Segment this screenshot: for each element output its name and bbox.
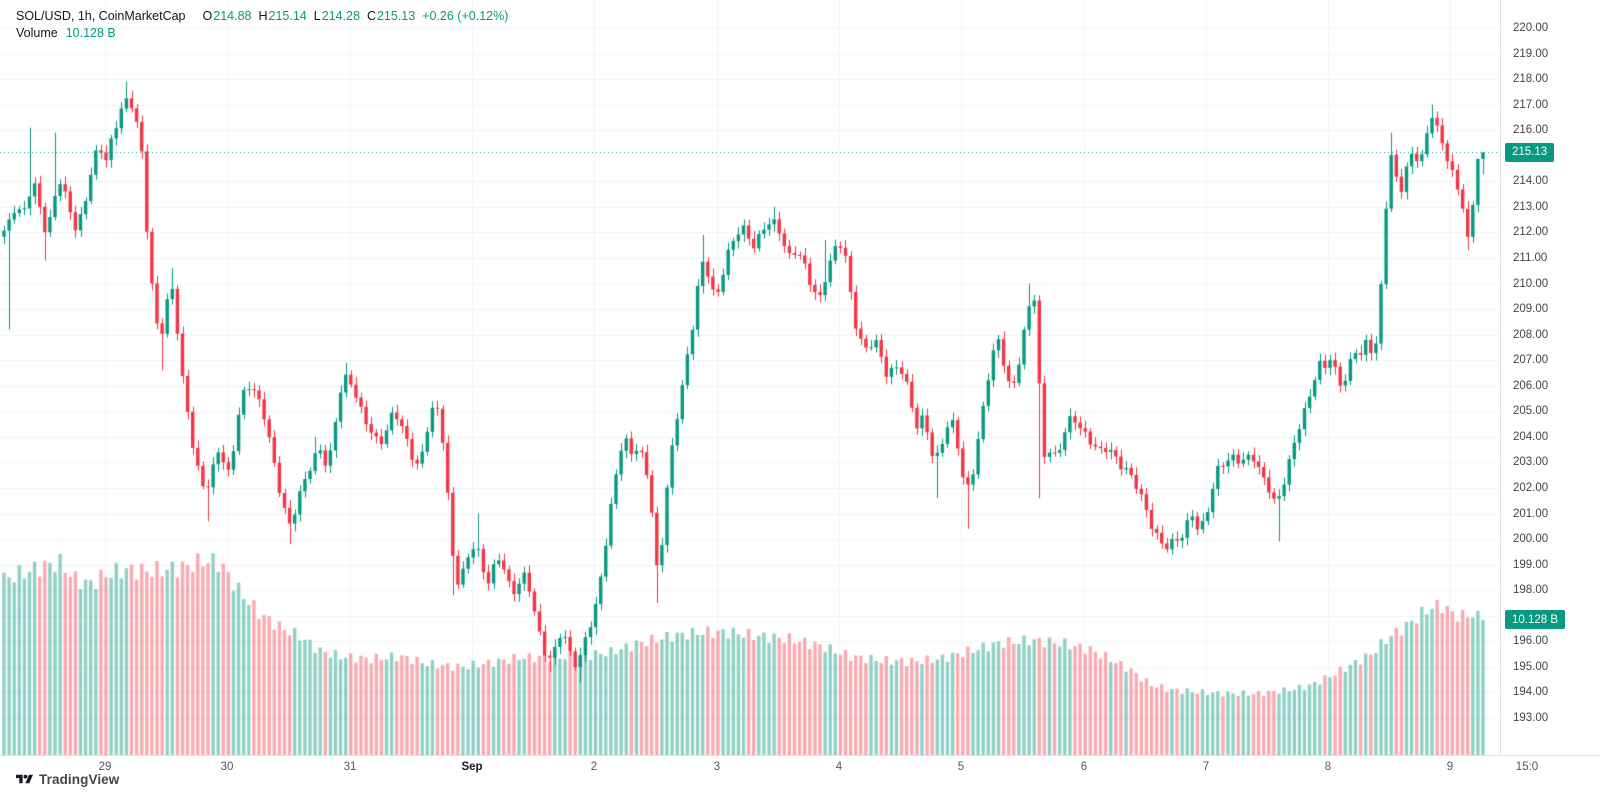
tradingview-logo-text: TradingView [39,772,120,787]
time-tick-label: 4 [835,761,843,773]
chart-legend: SOL/USD, 1h, CoinMarketCap O 214.88 H 215.… [16,8,508,41]
tradingview-logo-icon [16,774,33,784]
volume-legend-row: Volume 10.128 B [16,25,508,41]
price-tick-label: 205.00 [1513,405,1549,418]
legend-volume-value: 10.128 B [65,26,116,40]
price-tick-label: 217.00 [1513,98,1549,111]
legend-low-value: 214.28 [321,9,360,23]
price-tick-label: 212.00 [1513,226,1549,239]
legend-high-label: H [258,9,268,23]
price-tick-label: 199.00 [1513,558,1549,571]
legend-volume-label[interactable]: Volume [16,26,58,40]
price-tick-label: 213.00 [1513,200,1549,213]
time-tick-label: 31 [343,761,357,773]
time-tick-label: 30 [220,761,234,773]
time-tick-label: 29 [98,761,112,773]
price-tick-label: 195.00 [1513,660,1549,673]
legend-open-label: O [202,9,213,23]
price-tick-label: 211.00 [1513,252,1548,264]
price-tick-label: 210.00 [1513,277,1549,290]
legend-change-value: +0.26 (+0.12%) [422,9,509,23]
price-tick-label: 201.00 [1513,507,1549,520]
price-tick-label: 208.00 [1513,328,1549,341]
price-axis[interactable]: 215.13 10.128 B 220.00 219.00 218.00 217.00… [1500,0,1600,755]
price-tick-label: 214.00 [1513,175,1549,188]
price-tick-label: 218.00 [1513,73,1549,86]
time-tick-label: 15:0 [1515,761,1539,773]
volume-badge: 10.128 B [1505,610,1566,630]
price-tick-label: 220.00 [1513,22,1549,34]
time-tick-label: 5 [957,761,965,773]
time-tick-label: 2 [590,761,598,773]
time-tick-label: 9 [1446,761,1454,773]
price-tick-label: 200.00 [1513,533,1549,546]
price-tick-label: 207.00 [1513,354,1549,367]
price-tick-label: 204.00 [1513,430,1549,443]
price-tick-label: 209.00 [1513,303,1549,316]
legend-open-value: 214.88 [213,9,252,23]
last-price-badge: 215.13 [1505,142,1555,162]
price-tick-label: 206.00 [1513,379,1549,392]
legend-high-value: 215.14 [268,9,307,23]
price-tick-label: 216.00 [1513,124,1549,137]
time-tick-label: 7 [1202,761,1210,773]
price-tick-label: 194.00 [1513,686,1549,699]
symbol-legend-row: SOL/USD, 1h, CoinMarketCap O 214.88 H 215.… [16,8,508,24]
time-tick-label: Sep [461,761,483,773]
price-tick-label: 202.00 [1513,482,1549,494]
time-axis[interactable]: 29 30 31 Sep 2 3 4 5 6 7 8 9 15:0 [0,755,1600,782]
price-tick-label: 196.00 [1513,635,1549,648]
time-tick-label: 3 [713,761,721,773]
legend-symbol-title[interactable]: SOL/USD, 1h, CoinMarketCap [16,9,186,23]
time-tick-label: 8 [1324,761,1332,773]
time-tick-label: 6 [1080,761,1088,773]
legend-close-label: C [366,9,376,23]
price-tick-label: 203.00 [1513,456,1549,469]
legend-low-label: L [313,9,321,23]
price-tick-label: 198.00 [1513,584,1549,597]
tradingview-logo-link[interactable]: TradingView [16,772,119,787]
price-tick-label: 193.00 [1513,712,1549,724]
price-tick-label: 219.00 [1513,47,1549,60]
legend-close-value: 215.13 [376,9,416,23]
